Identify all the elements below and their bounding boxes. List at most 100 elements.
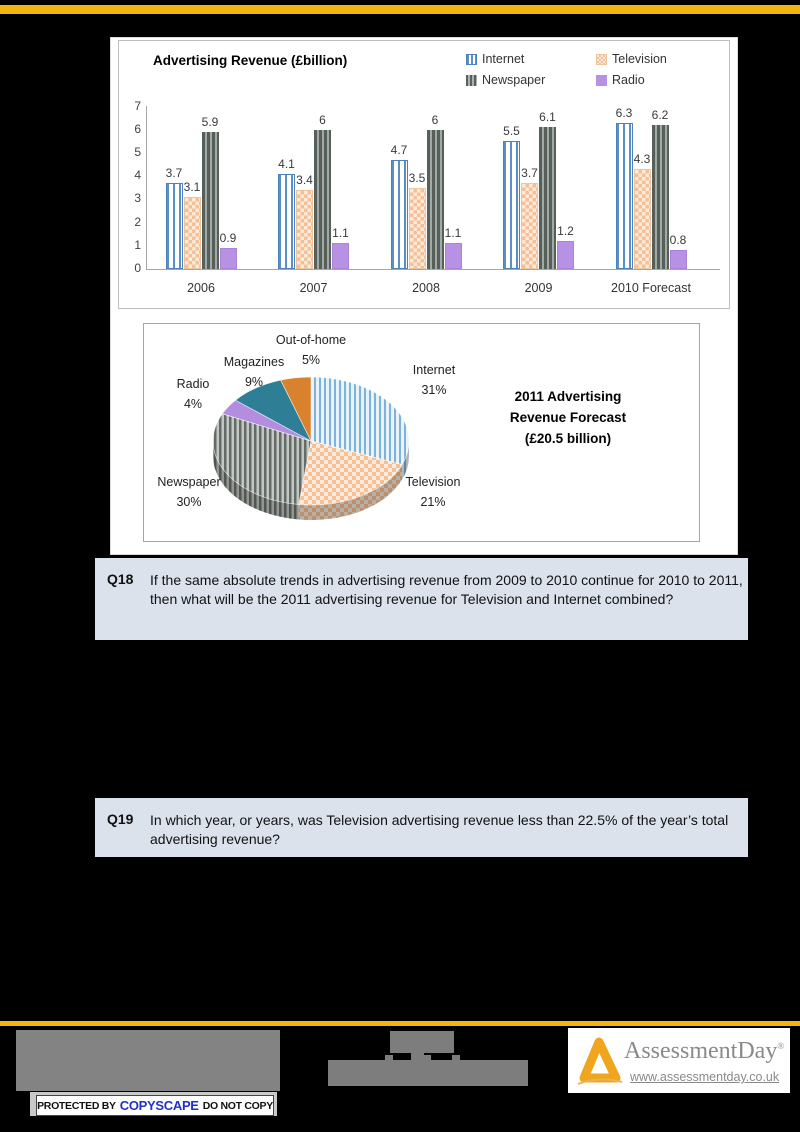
pie-slice-label-internet: Internet 31% bbox=[359, 360, 509, 400]
y-axis-tick-label: 6 bbox=[134, 121, 141, 136]
pie-slice-label-newspaper: Newspaper 30% bbox=[114, 472, 264, 512]
legend-swatch-icon bbox=[466, 53, 477, 65]
bar-value-label: 6 bbox=[431, 112, 439, 127]
pie-rim-television bbox=[298, 464, 403, 520]
bar-value-label: 1.1 bbox=[332, 226, 349, 241]
bar-value-label: 0.9 bbox=[219, 231, 237, 246]
pie-chart-title: 2011 Advertising Revenue Forecast (£20.5… bbox=[509, 389, 627, 446]
bar-television-2009 bbox=[521, 183, 538, 269]
legend-item-internet: Internet bbox=[466, 52, 596, 66]
legend-item-radio: Radio bbox=[596, 73, 706, 87]
bar-value-label: 3.7 bbox=[521, 166, 538, 181]
bar-value-label: 3.4 bbox=[296, 173, 313, 188]
bar-value-label: 0.8 bbox=[669, 233, 687, 248]
y-axis-line bbox=[146, 106, 147, 269]
x-axis-category-label: 2006 bbox=[187, 281, 215, 295]
charts-content-area: Advertising Revenue (£billion) Internet T… bbox=[110, 37, 738, 555]
pie-rim-internet bbox=[402, 441, 409, 480]
redacted-text-block bbox=[423, 1055, 431, 1062]
pie-slice-label-out-of-home: Out-of-home 5% bbox=[236, 330, 386, 370]
bar-internet-2006 bbox=[165, 183, 183, 269]
legend-label: Radio bbox=[612, 73, 645, 87]
slice-name: Magazines bbox=[223, 355, 285, 369]
slice-name: Newspaper bbox=[157, 475, 221, 489]
brand-url[interactable]: www.assessmentday.co.uk bbox=[630, 1070, 780, 1084]
bar-internet-2007 bbox=[278, 173, 295, 269]
redacted-footer-block bbox=[16, 1030, 280, 1091]
bar-value-label: 5.9 bbox=[201, 115, 219, 130]
bar-value-label: 1.2 bbox=[557, 224, 574, 239]
bar-newspaper-2010 bbox=[651, 125, 669, 269]
y-axis-tick-label: 1 bbox=[134, 237, 141, 252]
question-box-q18: Q18 If the same absolute trends in adver… bbox=[95, 558, 748, 640]
bar-television-2006 bbox=[183, 197, 201, 269]
question-text: In which year, or years, was Television … bbox=[150, 812, 729, 847]
assessmentday-a-icon bbox=[577, 1037, 623, 1085]
pie-slice-newspaper bbox=[212, 413, 312, 505]
pie-slice-television bbox=[298, 440, 403, 506]
legend-swatch-icon bbox=[466, 74, 477, 86]
top-gold-rule bbox=[0, 5, 800, 14]
legend-label: Internet bbox=[482, 52, 525, 66]
bar-value-label: 3.5 bbox=[408, 170, 426, 185]
y-axis-tick-label: 4 bbox=[134, 168, 141, 183]
bar-newspaper-2009 bbox=[539, 127, 556, 269]
pie-rim-shade bbox=[213, 441, 299, 520]
bar-value-label: 6.2 bbox=[651, 108, 669, 123]
question-number: Q18 bbox=[107, 571, 134, 587]
pie-rim-shade bbox=[298, 464, 403, 520]
pie-rim-shade bbox=[402, 441, 409, 480]
bar-radio-2006 bbox=[219, 248, 237, 269]
bar-value-label: 3.7 bbox=[165, 166, 183, 181]
legend-label: Newspaper bbox=[482, 73, 546, 87]
bar-radio-2010 bbox=[669, 250, 687, 269]
redacted-text-block bbox=[452, 1055, 460, 1062]
slice-percent: 9% bbox=[244, 375, 264, 389]
y-axis-tick-label: 3 bbox=[134, 191, 141, 206]
pie-slice-label-radio: Radio 4% bbox=[118, 374, 268, 414]
footer-gold-rule bbox=[0, 1021, 800, 1026]
slice-percent: 21% bbox=[420, 495, 446, 509]
copyscape-do-not-copy: DO NOT COPY bbox=[202, 1099, 274, 1112]
pie-chart: Internet 31% Television 21% Newspaper 30% Radi… bbox=[143, 323, 700, 542]
question-box-q19: Q19 In which year, or years, was Televis… bbox=[95, 798, 748, 857]
bar-value-label: 3.1 bbox=[183, 180, 201, 195]
slice-name: Television bbox=[405, 475, 461, 489]
y-axis-tick-label: 7 bbox=[134, 98, 141, 113]
brand-name: AssessmentDay® bbox=[624, 1038, 785, 1064]
slice-percent: 5% bbox=[301, 353, 321, 367]
bar-value-label: 4.3 bbox=[633, 152, 651, 167]
bar-value-label: 4.7 bbox=[390, 142, 408, 157]
bar-television-2008 bbox=[408, 187, 426, 269]
slice-name: Internet bbox=[412, 363, 456, 377]
copyscape-badge[interactable]: PROTECTED BY COPYSCAPE DO NOT COPY bbox=[36, 1095, 274, 1116]
bar-chart-legend: Internet Television Newspaper Radio bbox=[466, 52, 706, 87]
bar-radio-2007 bbox=[332, 243, 349, 269]
slice-name: Out-of-home bbox=[275, 333, 347, 347]
x-axis-category-label: 2007 bbox=[299, 281, 328, 295]
bar-value-label: 6.3 bbox=[615, 105, 633, 120]
bar-radio-2009 bbox=[557, 241, 574, 269]
copyscape-brand: COPYSCAPE bbox=[119, 1098, 199, 1113]
pie-slice-out-of-home bbox=[280, 376, 312, 442]
y-axis-tick-label: 0 bbox=[134, 261, 141, 275]
bar-radio-2008 bbox=[444, 243, 462, 269]
slice-percent: 4% bbox=[183, 397, 203, 411]
bar-television-2007 bbox=[296, 190, 313, 269]
x-axis-category-label: 2009 bbox=[524, 281, 553, 295]
redacted-text-block bbox=[385, 1055, 393, 1062]
redacted-text-block bbox=[411, 1052, 424, 1061]
legend-item-newspaper: Newspaper bbox=[466, 73, 596, 87]
registered-mark: ® bbox=[777, 1041, 785, 1051]
bar-television-2010 bbox=[633, 169, 651, 269]
legend-swatch-icon bbox=[596, 74, 607, 86]
bar-value-label: 6 bbox=[319, 112, 326, 127]
legend-label: Television bbox=[612, 52, 667, 66]
bar-value-label: 1.1 bbox=[444, 226, 462, 241]
pie-3d-graphic bbox=[212, 376, 410, 520]
y-axis-tick-label: 5 bbox=[134, 145, 141, 159]
bar-chart-title: Advertising Revenue (£billion) bbox=[153, 53, 348, 68]
bar-newspaper-2007 bbox=[314, 129, 331, 269]
x-axis-line bbox=[146, 269, 720, 270]
